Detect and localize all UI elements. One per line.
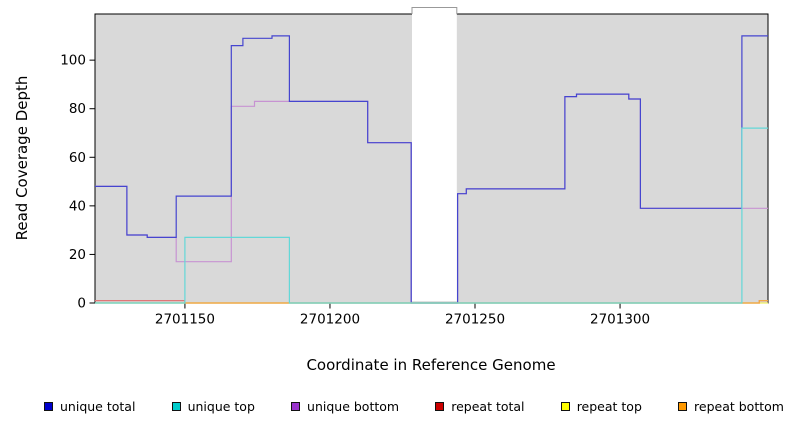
legend-item-unique-top: unique top	[171, 399, 255, 414]
legend-label: unique total	[60, 399, 136, 414]
legend-label: repeat total	[451, 399, 525, 414]
y-tick-label: 20	[69, 247, 86, 263]
legend-label: unique bottom	[307, 399, 400, 414]
legend-item-repeat-top: repeat top	[560, 399, 642, 414]
legend-swatch-unique-total	[44, 402, 53, 411]
legend: unique total unique top unique bottom repea…	[44, 399, 784, 414]
y-tick-label: 40	[69, 198, 86, 214]
legend-swatch-repeat-bottom	[678, 402, 688, 411]
legend-item-repeat-total: repeat total	[435, 399, 525, 414]
legend-item-unique-total: unique total	[44, 399, 135, 414]
y-tick-label: 100	[60, 53, 86, 69]
x-tick-label: 2701200	[300, 312, 360, 328]
y-axis-title: Read Coverage Depth	[13, 76, 31, 241]
series-line-unique-total	[95, 35, 768, 304]
legend-label: repeat bottom	[694, 399, 784, 414]
x-tick-label: 2701250	[445, 312, 505, 328]
x-axis-title: Coordinate in Reference Genome	[306, 356, 555, 374]
legend-label: unique top	[187, 399, 255, 414]
legend-label: repeat top	[576, 399, 642, 414]
x-tick-label: 2701300	[590, 312, 650, 328]
legend-swatch-repeat-top	[560, 402, 570, 411]
y-tick-label: 0	[77, 296, 86, 312]
y-tick-label: 60	[69, 150, 86, 166]
x-tick-label: 2701150	[155, 312, 215, 328]
legend-swatch-unique-top	[171, 402, 181, 411]
gap-region	[411, 7, 457, 302]
legend-item-repeat-bottom: repeat bottom	[678, 399, 784, 414]
legend-item-unique-bottom: unique bottom	[291, 399, 399, 414]
y-tick-label: 80	[69, 101, 86, 117]
gap-region-outline	[411, 7, 458, 14]
series-line-unique-top	[95, 127, 768, 304]
legend-swatch-repeat-total	[435, 402, 445, 411]
legend-swatch-unique-bottom	[291, 402, 301, 411]
